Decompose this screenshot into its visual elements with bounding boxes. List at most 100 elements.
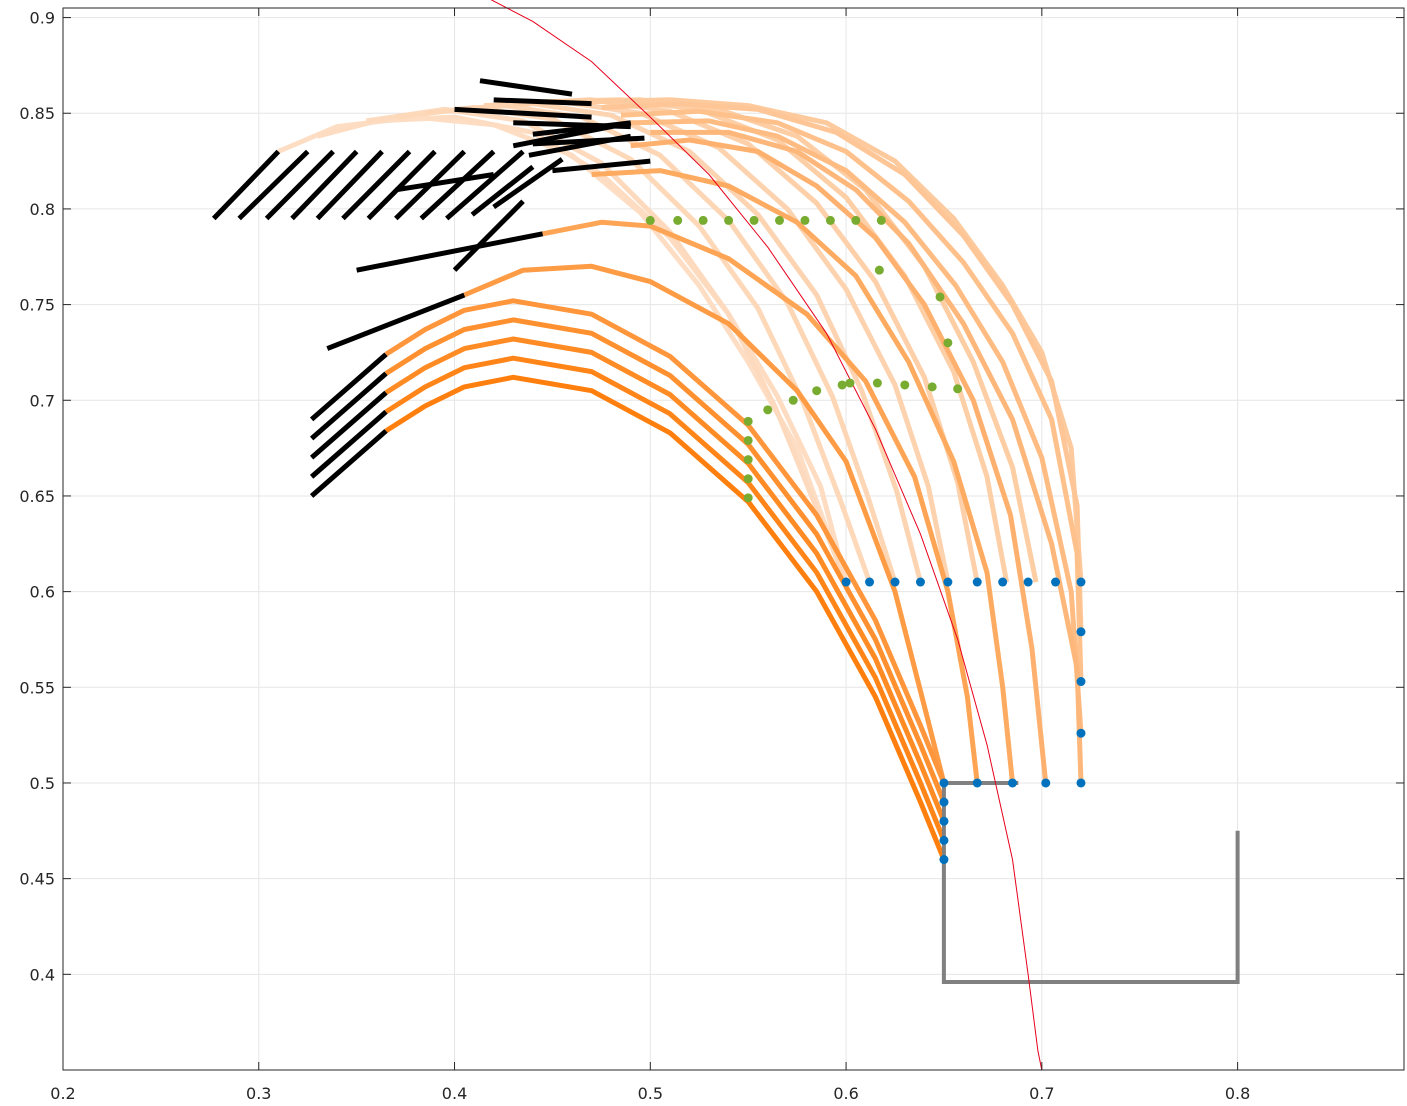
x-tick-label: 0.7 [1029,1084,1054,1103]
x-tick-label: 0.5 [638,1084,663,1103]
trajectory-curve [384,298,947,784]
start-point-marker [1023,577,1033,587]
gripper-segment [356,231,544,273]
start-point-marker [1007,778,1017,788]
start-point-marker [890,577,900,587]
waypoint-marker [743,416,753,426]
waypoint-marker [872,378,882,388]
waypoint-marker [749,215,759,225]
gripper-segment [309,429,388,498]
waypoint-marker [673,215,683,225]
start-point-marker [998,577,1008,587]
start-point-marker [939,816,949,826]
gripper-segment [479,78,573,97]
waypoint-marker [788,395,798,405]
start-point-marker [1076,627,1086,637]
waypoint-marker [645,215,655,225]
ticks: 0.2 0.3 0.4 0.5 0.6 0.7 0.8 0.4 0.45 0.5 0.55 0.6 0.… [19,8,1404,1103]
trajectory-curve [601,101,1084,632]
gripper-segment [452,199,525,272]
start-point-marker [865,577,875,587]
y-tick-label: 0.45 [19,870,55,889]
obstacle-outline [941,781,1240,984]
start-point-marker [972,577,982,587]
gripper-segment [211,149,281,221]
y-tick-label: 0.55 [19,678,55,697]
workspace-boundary-curve [490,0,1043,1071]
trajectory-curve [620,108,1084,682]
gripper-segment [237,149,310,221]
start-point-marker [972,778,982,788]
x-tick-label: 0.2 [50,1084,75,1103]
gripper-segment [395,172,495,193]
waypoint-marker [943,338,953,348]
waypoint-marker [800,215,810,225]
x-tick-label: 0.8 [1225,1084,1250,1103]
waypoint-marker [812,386,822,396]
gripper-segment [445,149,525,221]
waypoint-marker [743,435,753,445]
series-layer [211,0,1240,1071]
waypoint-marker [935,292,945,302]
y-tick-label: 0.4 [30,965,55,984]
waypoint-marker [743,455,753,465]
start-point-marker [939,778,949,788]
trajectory-curve [384,336,947,823]
waypoint-marker [953,384,963,394]
trajectory-curve [384,317,947,804]
waypoint-marker [876,215,886,225]
y-tick-label: 0.6 [30,583,55,602]
y-tick-label: 0.7 [30,391,55,410]
gripper-segment [341,149,412,221]
gripper-segment [552,158,651,174]
start-point-marker [1051,577,1061,587]
trajectory-curve [630,137,1049,784]
waypoint-marker [837,380,847,390]
waypoint-marker [851,215,861,225]
gripper-segment [492,157,564,210]
y-tick-label: 0.65 [19,487,55,506]
trajectory-curve [384,355,947,842]
trajectory-curve [591,168,1015,784]
y-tick-label: 0.8 [30,200,55,219]
waypoint-marker [900,380,910,390]
waypoint-marker [743,474,753,484]
gripper-segment [309,409,388,479]
gripper-segment [264,149,335,221]
gripper-segment [454,106,592,120]
y-tick-label: 0.85 [19,104,55,123]
start-point-marker [915,577,925,587]
waypoint-marker [927,382,937,392]
gripper-segment [290,149,359,221]
start-point-marker [841,577,851,587]
y-tick-label: 0.9 [30,9,55,28]
gripper-segment [419,149,496,221]
start-point-marker [1076,577,1086,587]
waypoint-marker [825,215,835,225]
trajectory-curve [463,263,947,784]
gripper-segment [309,352,388,422]
start-point-marker [1076,677,1086,687]
gripper-segment [315,149,384,221]
gripper-segment [309,371,388,441]
trajectory-curve [384,374,947,861]
trajectory-curve [630,118,1084,734]
plot-frame [62,7,1405,1071]
waypoint-marker [874,265,884,275]
x-tick-label: 0.4 [442,1084,467,1103]
gripper-segment [326,292,466,351]
trajectory-curve [454,101,923,583]
waypoint-marker [724,215,734,225]
trajectory-curve [542,219,980,784]
start-point-marker [939,855,949,865]
waypoint-marker [743,493,753,503]
waypoint-marker [845,378,855,388]
start-point-marker [1076,728,1086,738]
gripper-segment [470,164,535,217]
gripper-segment [394,149,467,221]
plot-background [63,8,1404,1070]
y-tick-label: 0.5 [30,774,55,793]
start-point-marker [1041,778,1051,788]
gripper-segment [493,97,592,107]
